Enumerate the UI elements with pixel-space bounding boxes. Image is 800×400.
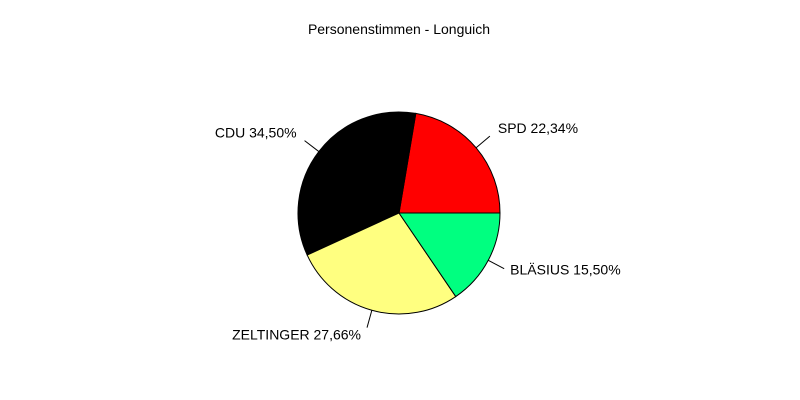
leader-line-cdu: [304, 140, 320, 152]
pie-slice-zeltinger: [306, 212, 457, 315]
pie-slice-bläsius: [398, 212, 501, 298]
leader-lines: [304, 135, 505, 328]
slice-labels: SPD 22,34% CDU 34,50% ZELTINGER 27,66% BLÄS…: [215, 120, 621, 342]
pie-slice-cdu: [297, 111, 417, 256]
slice-label-spd: SPD 22,34%: [498, 120, 578, 136]
leader-line-spd: [475, 135, 491, 149]
leader-line-zeltinger: [366, 310, 373, 328]
slice-label-zeltinger: ZELTINGER 27,66%: [232, 327, 361, 343]
slice-label-bläsius: BLÄSIUS 15,50%: [510, 262, 621, 278]
chart-title: Personenstimmen - Longuich: [308, 21, 490, 37]
slice-label-cdu: CDU 34,50%: [215, 125, 297, 141]
pie-slices: [297, 111, 501, 315]
leader-line-bläsius: [488, 259, 505, 270]
pie-slice-spd: [398, 112, 501, 214]
